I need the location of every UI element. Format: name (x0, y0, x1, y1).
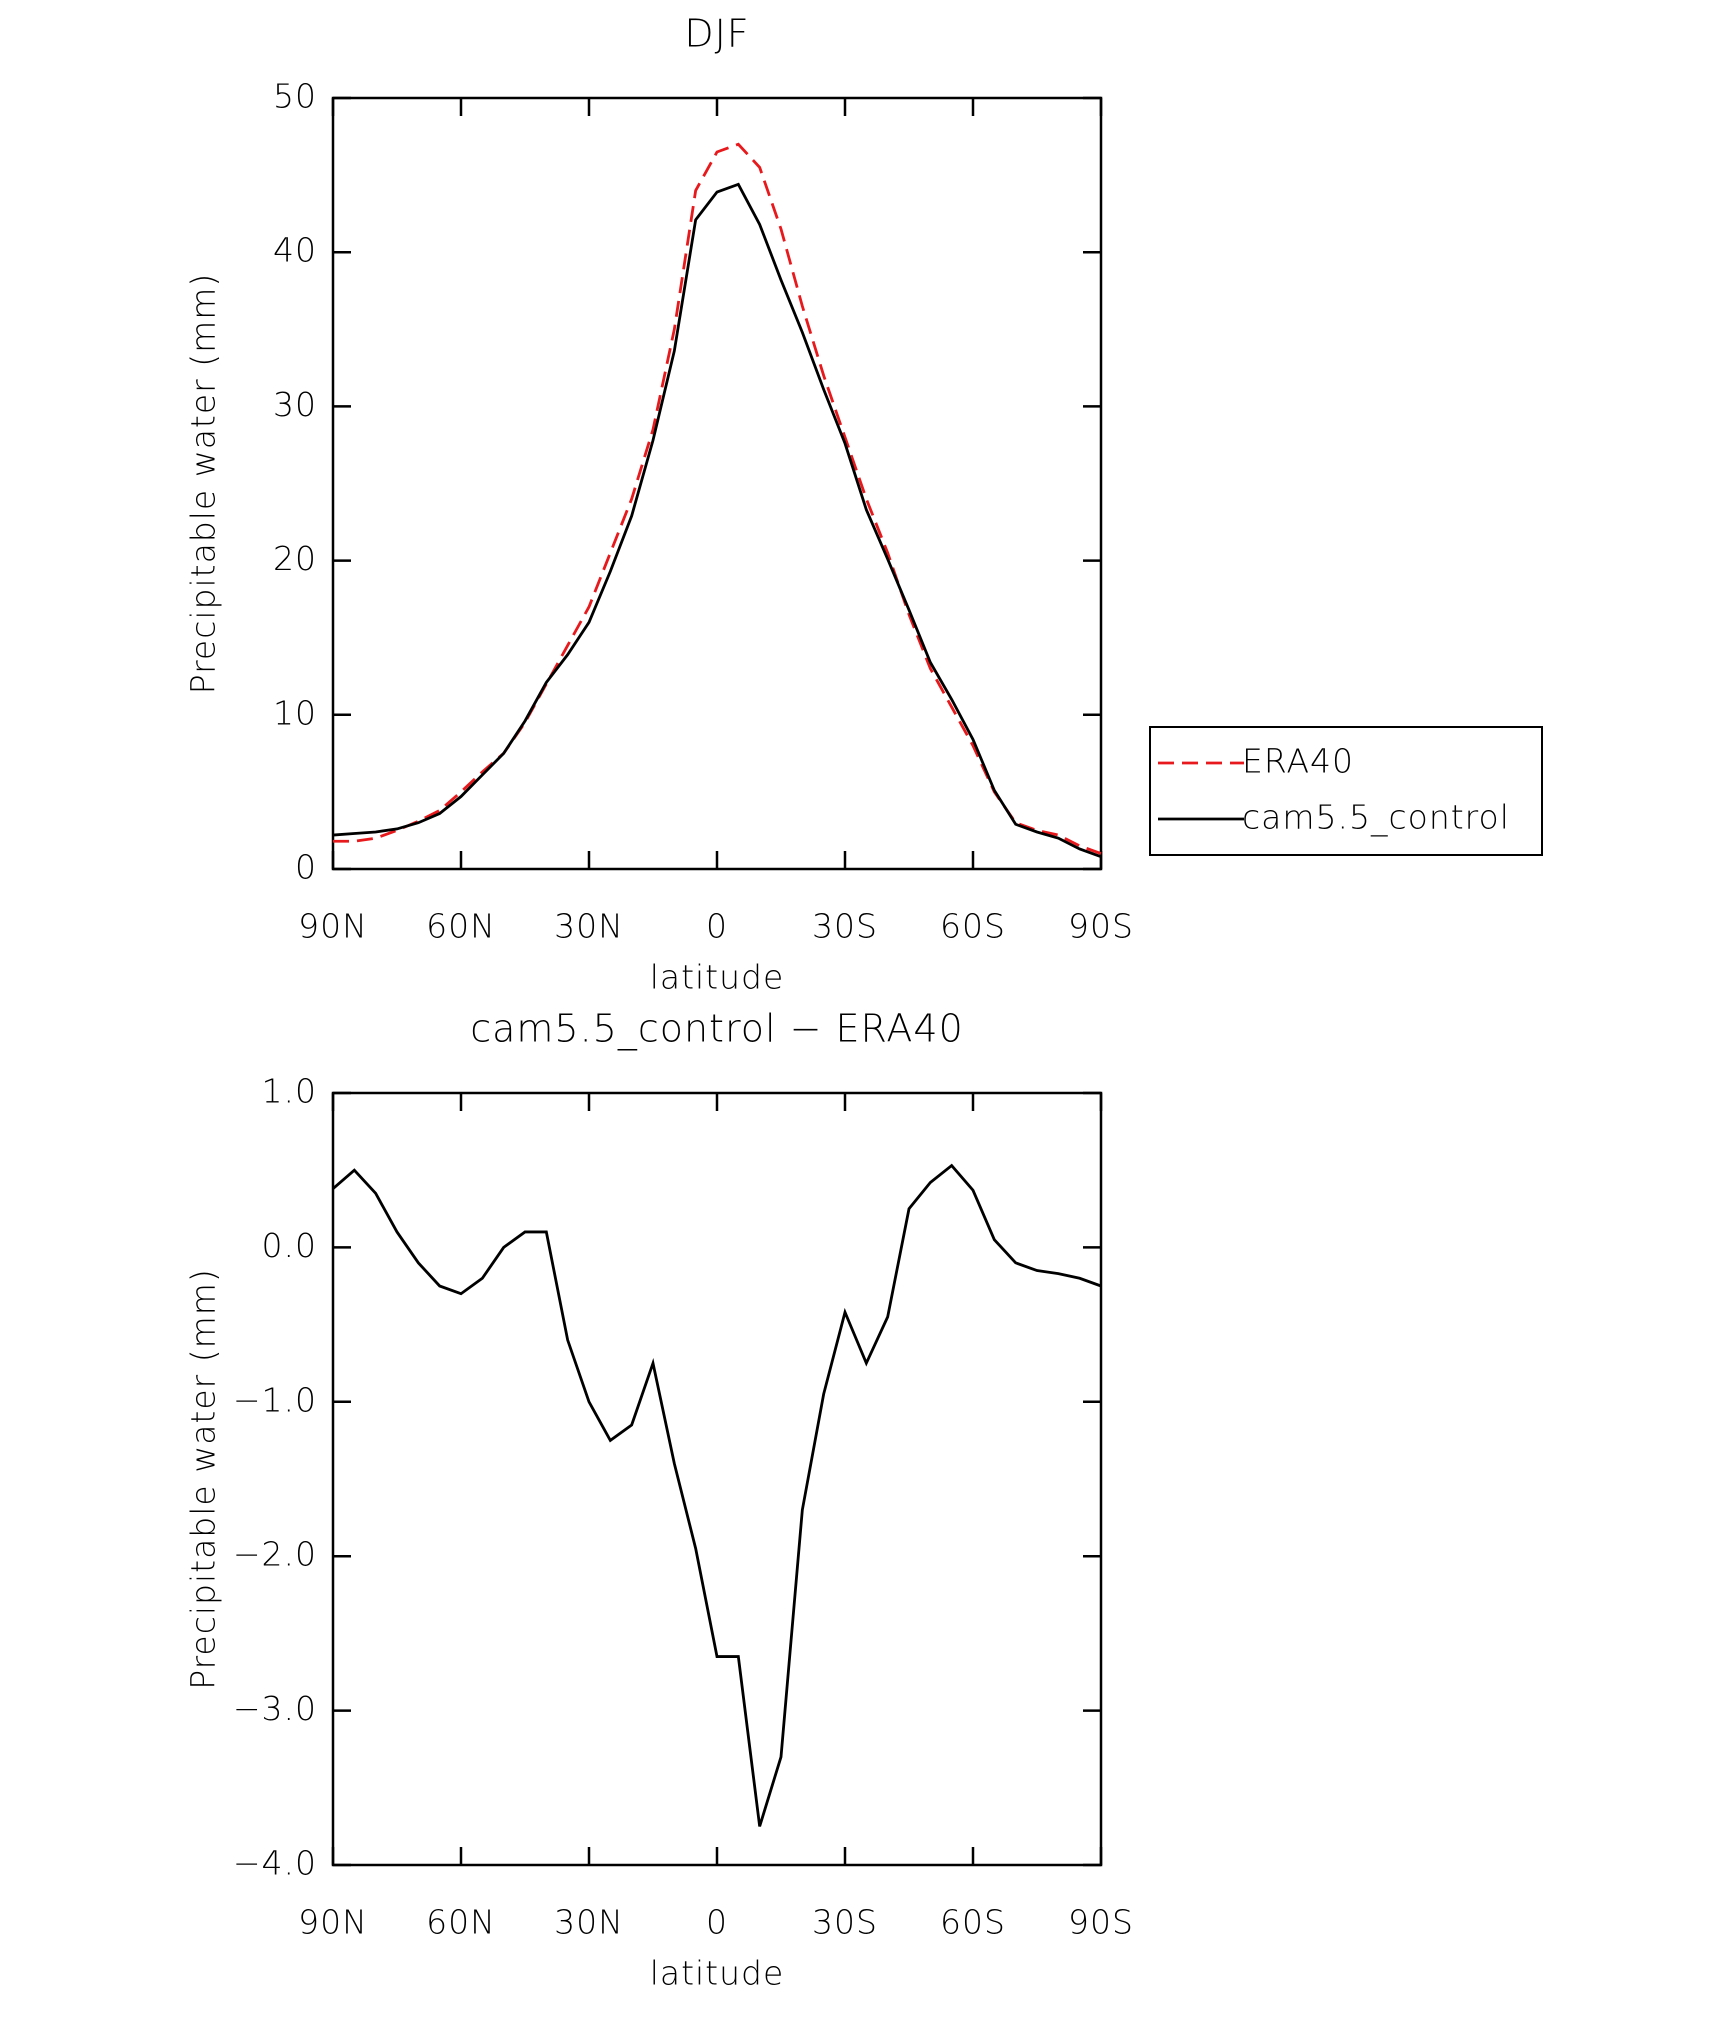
y-tick-label: 20 (273, 539, 317, 578)
x-tick-label: 60N (426, 907, 496, 946)
y-tick-label: −1.0 (233, 1380, 317, 1419)
y-tick-label: 0.0 (262, 1226, 317, 1265)
x-tick-label: 0 (706, 1903, 728, 1942)
x-tick-label: 0 (706, 907, 728, 946)
x-tick-label: 90N (298, 907, 368, 946)
y-tick-label: 1.0 (262, 1072, 317, 1111)
plot-frame (331, 1091, 1103, 1867)
y-axis-label: Precipitable water (mm) (184, 273, 223, 695)
chart-title: DJF (684, 12, 749, 56)
y-tick-label: −3.0 (233, 1689, 317, 1728)
y-tick-label: 10 (273, 693, 317, 732)
x-tick-label: 30N (554, 907, 624, 946)
y-tick-label: 50 (273, 77, 317, 116)
x-axis-label: latitude (650, 958, 785, 997)
x-tick-label: 90S (1068, 907, 1134, 946)
x-axis-label: latitude (650, 1954, 785, 1993)
x-tick-label: 30S (812, 907, 878, 946)
y-tick-label: 0 (295, 848, 317, 887)
x-tick-label: 30S (812, 1903, 878, 1942)
y-tick-label: 40 (273, 231, 317, 270)
legend-label: cam5.5_control (1242, 798, 1510, 838)
x-tick-label: 60S (940, 1903, 1006, 1942)
y-tick-label: 30 (273, 385, 317, 424)
y-tick-label: −2.0 (233, 1535, 317, 1574)
x-tick-label: 60N (426, 1903, 496, 1942)
y-axis-label: Precipitable water (mm) (184, 1268, 223, 1690)
data-line (332, 1163, 1102, 1827)
data-line (333, 142, 1102, 855)
x-tick-label: 90N (298, 1903, 368, 1942)
data-line (332, 182, 1102, 858)
x-tick-label: 30N (554, 1903, 624, 1942)
chart-title: cam5.5_control − ERA40 (470, 1007, 964, 1052)
y-tick-label: −4.0 (233, 1844, 317, 1883)
legend-label: ERA40 (1242, 742, 1354, 781)
plot-frame (331, 96, 1103, 871)
x-tick-label: 60S (940, 907, 1006, 946)
legend-box (1149, 726, 1543, 856)
x-tick-label: 90S (1068, 1903, 1134, 1942)
